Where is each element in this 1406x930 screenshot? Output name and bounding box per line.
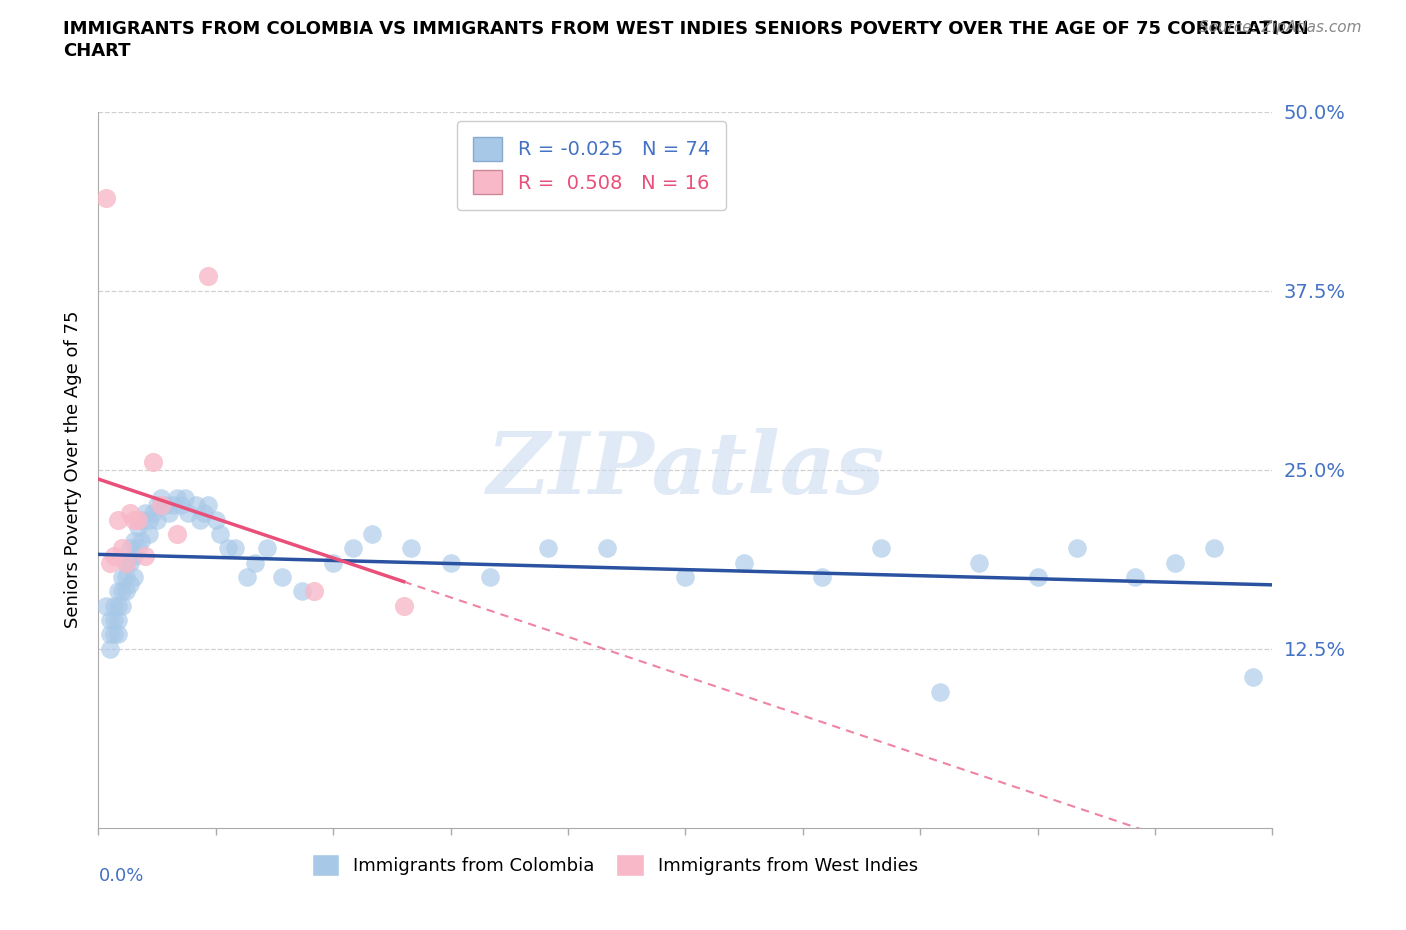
Point xyxy=(134,548,156,563)
Text: IMMIGRANTS FROM COLOMBIA VS IMMIGRANTS FROM WEST INDIES SENIORS POVERTY OVER THE: IMMIGRANTS FROM COLOMBIA VS IMMIGRANTS F… xyxy=(63,20,1309,38)
Point xyxy=(1202,541,1225,556)
Point xyxy=(177,505,200,520)
Point xyxy=(291,584,314,599)
Point xyxy=(142,505,165,520)
Point xyxy=(478,569,501,585)
Point xyxy=(122,548,145,563)
Point xyxy=(928,684,950,699)
Point xyxy=(392,598,415,613)
Point xyxy=(186,498,208,513)
Point xyxy=(138,512,160,527)
Point xyxy=(1241,670,1264,684)
Point xyxy=(811,569,834,585)
Point xyxy=(146,512,169,527)
Point xyxy=(114,584,136,599)
Point xyxy=(142,455,165,470)
Point xyxy=(122,512,145,527)
Point xyxy=(205,512,228,527)
Point xyxy=(103,598,125,613)
Text: ZIPatlas: ZIPatlas xyxy=(486,428,884,512)
Point xyxy=(127,512,149,527)
Point xyxy=(439,555,461,570)
Point xyxy=(361,526,384,541)
Point xyxy=(111,584,134,599)
Point xyxy=(114,555,136,570)
Point xyxy=(111,598,134,613)
Point xyxy=(1066,541,1088,556)
Point xyxy=(401,541,423,556)
Point xyxy=(236,569,259,585)
Point xyxy=(173,491,195,506)
Point xyxy=(870,541,893,556)
Text: Source: ZipAtlas.com: Source: ZipAtlas.com xyxy=(1198,20,1361,35)
Point xyxy=(224,541,246,556)
Point xyxy=(96,598,118,613)
Point xyxy=(98,613,121,628)
Point xyxy=(150,491,173,506)
Point xyxy=(134,505,156,520)
Point xyxy=(118,577,141,591)
Point xyxy=(197,498,219,513)
Point xyxy=(153,498,176,513)
Point xyxy=(537,541,560,556)
Point xyxy=(122,534,145,549)
Point xyxy=(114,569,136,585)
Point xyxy=(107,512,129,527)
Point xyxy=(111,569,134,585)
Point xyxy=(131,534,153,549)
Point xyxy=(169,498,191,513)
Point xyxy=(208,526,231,541)
Point xyxy=(131,512,153,527)
Text: 0.0%: 0.0% xyxy=(98,867,143,885)
Point xyxy=(127,541,149,556)
Point xyxy=(302,584,325,599)
Point xyxy=(98,627,121,642)
Point xyxy=(150,498,173,513)
Point xyxy=(271,569,294,585)
Point xyxy=(733,555,755,570)
Point xyxy=(103,548,125,563)
Point xyxy=(967,555,990,570)
Point xyxy=(107,598,129,613)
Point xyxy=(157,505,180,520)
Point xyxy=(1026,569,1049,585)
Point xyxy=(96,190,118,205)
Point xyxy=(146,498,169,513)
Point xyxy=(1163,555,1185,570)
Point xyxy=(166,526,188,541)
Point xyxy=(193,505,215,520)
Legend: Immigrants from Colombia, Immigrants from West Indies: Immigrants from Colombia, Immigrants fro… xyxy=(305,846,925,884)
Point xyxy=(107,613,129,628)
Point xyxy=(107,584,129,599)
Point xyxy=(1125,569,1147,585)
Point xyxy=(243,555,266,570)
Y-axis label: Seniors Poverty Over the Age of 75: Seniors Poverty Over the Age of 75 xyxy=(63,311,82,629)
Point xyxy=(675,569,697,585)
Point xyxy=(322,555,344,570)
Point xyxy=(103,613,125,628)
Point xyxy=(166,491,188,506)
Point xyxy=(122,569,145,585)
Point xyxy=(256,541,278,556)
Point xyxy=(118,505,141,520)
Point xyxy=(98,642,121,657)
Point xyxy=(114,555,136,570)
Point xyxy=(342,541,364,556)
Point xyxy=(118,555,141,570)
Point xyxy=(138,526,160,541)
Point xyxy=(596,541,619,556)
Point xyxy=(107,627,129,642)
Point xyxy=(162,498,184,513)
Point xyxy=(111,541,134,556)
Text: CHART: CHART xyxy=(63,42,131,60)
Point xyxy=(118,541,141,556)
Point xyxy=(217,541,239,556)
Point xyxy=(103,627,125,642)
Point xyxy=(188,512,211,527)
Point xyxy=(127,520,149,535)
Point xyxy=(197,269,219,284)
Point xyxy=(98,555,121,570)
